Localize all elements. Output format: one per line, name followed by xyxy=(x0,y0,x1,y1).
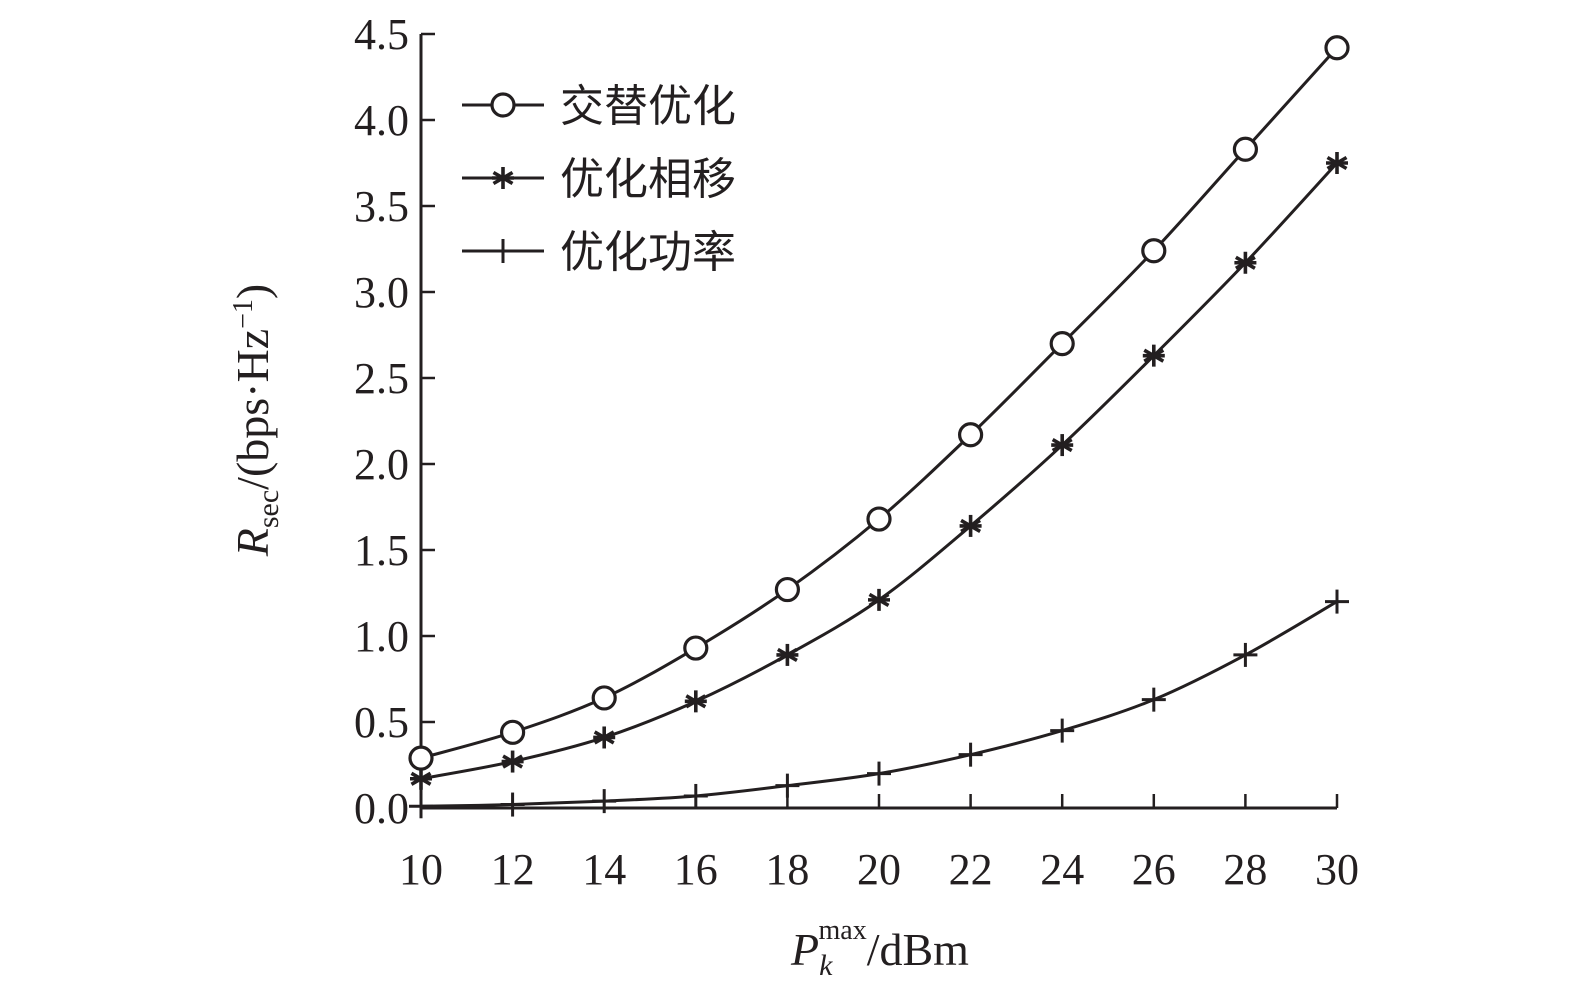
legend-entry: 优化相移 xyxy=(462,154,736,205)
x-tick-label: 24 xyxy=(1040,845,1084,894)
marker-circle xyxy=(490,92,516,118)
series-line xyxy=(420,46,1339,760)
legend-label: 优化功率 xyxy=(560,227,736,278)
marker-plus xyxy=(1141,687,1166,712)
series-1 xyxy=(408,35,1350,771)
marker-circle xyxy=(957,422,984,448)
y-tick-label: 1.5 xyxy=(354,526,409,575)
y-tick-label: 1.0 xyxy=(354,612,409,661)
marker-asterisk xyxy=(776,643,799,666)
marker-plus xyxy=(409,794,433,819)
marker-plus xyxy=(491,239,515,263)
marker-plus xyxy=(1050,718,1075,743)
marker-circle xyxy=(408,745,434,771)
y-tick-label: 0.0 xyxy=(354,784,409,833)
marker-plus xyxy=(1233,642,1258,667)
marker-asterisk xyxy=(959,514,982,537)
series-layer xyxy=(408,35,1350,819)
marker-plus xyxy=(592,789,617,814)
x-tick-label: 20 xyxy=(857,845,901,894)
x-tick-label: 18 xyxy=(765,845,809,894)
y-tick-label: 3.0 xyxy=(354,268,409,317)
marker-plus xyxy=(1325,589,1349,614)
marker-circle xyxy=(1049,331,1075,357)
x-axis-title: Pkmax/dBm xyxy=(790,915,969,982)
marker-asterisk xyxy=(684,690,707,713)
y-axis-title: Rsec/(bps·Hz−1) xyxy=(227,284,285,558)
marker-plus xyxy=(500,792,525,817)
marker-circle xyxy=(774,576,801,603)
series-line xyxy=(420,161,1339,781)
marker-asterisk xyxy=(492,167,514,189)
marker-asterisk xyxy=(501,750,524,773)
y-tick-label: 2.0 xyxy=(354,440,409,489)
marker-plus xyxy=(958,742,983,767)
legend-label: 交替优化 xyxy=(560,81,736,132)
x-tick-label: 12 xyxy=(491,845,535,894)
series-2 xyxy=(410,152,1348,790)
x-tick-label: 16 xyxy=(674,845,718,894)
x-tick-label: 14 xyxy=(582,845,626,894)
marker-circle xyxy=(866,506,892,532)
marker-asterisk xyxy=(1142,344,1165,367)
y-tick-label: 4.5 xyxy=(354,10,409,59)
y-tick-label: 0.5 xyxy=(354,698,409,747)
marker-circle xyxy=(591,685,617,711)
marker-asterisk xyxy=(410,767,432,790)
legend-entry: 交替优化 xyxy=(462,81,736,132)
marker-asterisk xyxy=(1234,251,1257,274)
marker-asterisk xyxy=(1326,152,1348,174)
y-tick-label: 2.5 xyxy=(354,354,409,403)
x-tick-label: 30 xyxy=(1315,845,1359,894)
legend-entry: 优化功率 xyxy=(462,227,736,278)
marker-plus xyxy=(775,773,800,798)
axes: 0.0 0.5 1.0 1.5 2.0 2.5 3.0 3.5 4.0 4.5 10 12 14 16 18… xyxy=(354,10,1359,894)
marker-plus xyxy=(867,761,891,786)
y-tick-label: 3.5 xyxy=(354,182,409,231)
marker-circle xyxy=(1141,238,1167,264)
marker-asterisk xyxy=(593,726,616,749)
x-tick-label: 26 xyxy=(1132,845,1176,894)
marker-circle xyxy=(499,719,526,745)
x-tick-label: 22 xyxy=(949,845,993,894)
legend-label: 优化相移 xyxy=(560,154,736,205)
series-3 xyxy=(409,589,1349,819)
marker-asterisk xyxy=(868,588,890,611)
x-tick-label: 28 xyxy=(1223,845,1267,894)
marker-circle xyxy=(1232,136,1259,162)
x-tick-label: 10 xyxy=(399,845,443,894)
marker-asterisk xyxy=(1051,434,1074,457)
marker-circle xyxy=(683,635,709,661)
y-tick-label: 4.0 xyxy=(354,96,409,145)
marker-circle xyxy=(1324,35,1350,61)
marker-plus xyxy=(683,783,708,808)
